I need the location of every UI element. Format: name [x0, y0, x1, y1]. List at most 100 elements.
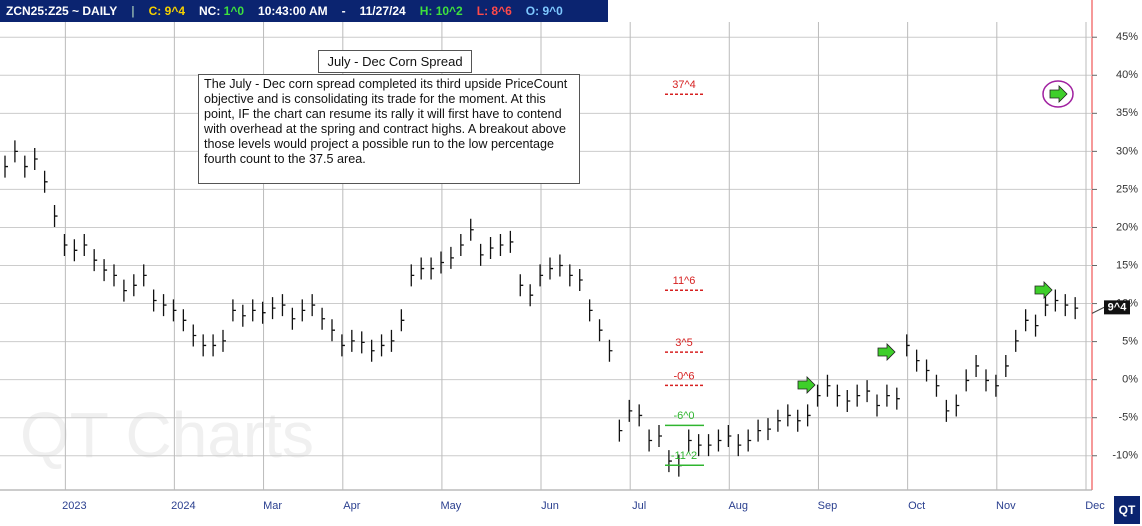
price-bar: [321, 307, 326, 330]
price-bar: [806, 404, 811, 427]
price-bar: [24, 155, 28, 178]
x-tick-label: Sep: [818, 500, 838, 512]
open-label: O:: [525, 4, 540, 18]
price-bar: [73, 239, 78, 262]
price-bar: [975, 354, 980, 377]
price-bar: [202, 334, 207, 357]
separator: |: [131, 4, 135, 18]
price-bar: [63, 233, 68, 256]
price-bar: [509, 230, 514, 253]
price-bar: [559, 254, 563, 277]
price-bar: [34, 147, 38, 170]
high-value: 10^2: [435, 4, 463, 18]
y-tick-label: 0%: [1122, 374, 1138, 386]
close: C: 9^4: [149, 4, 185, 18]
y-tick-label: 45%: [1116, 31, 1138, 43]
price-bar: [846, 389, 851, 412]
price-bar: [281, 294, 286, 317]
level-label: 37^4: [672, 79, 696, 91]
price-bar: [866, 380, 871, 403]
price-bar: [638, 404, 643, 427]
level-label: -6^0: [673, 410, 694, 422]
price-bar: [261, 301, 266, 324]
date: 11/27/24: [359, 4, 406, 18]
watermark: QT Charts: [20, 399, 314, 471]
price-bar: [440, 251, 444, 274]
price-bar: [539, 264, 544, 287]
price-bar: [351, 329, 355, 352]
y-tick-label: -10%: [1112, 450, 1138, 462]
price-bar: [896, 387, 900, 410]
price-bar: [826, 374, 831, 397]
price-bar: [876, 394, 880, 417]
price-bar: [400, 309, 405, 332]
price-bar: [787, 404, 791, 427]
x-tick-label: 2024: [171, 500, 195, 512]
price-bar: [152, 289, 157, 312]
price-bar: [182, 309, 187, 332]
logo: QT: [1119, 503, 1136, 517]
y-tick-label: -5%: [1118, 412, 1138, 424]
y-tick-label: 25%: [1116, 183, 1138, 195]
signal-arrows: [797, 85, 1068, 394]
price-bar: [222, 329, 226, 352]
y-tick-label: 20%: [1116, 221, 1138, 233]
price-bar: [836, 384, 841, 407]
price-bar: [479, 243, 484, 266]
price-bar: [143, 264, 147, 287]
price-bar: [252, 299, 256, 322]
price-bar: [648, 429, 653, 452]
open-value: 9^0: [542, 4, 563, 18]
price-bar: [271, 297, 276, 320]
price-bar: [410, 264, 415, 287]
x-tick-label: Nov: [996, 500, 1016, 512]
x-tick-label: Aug: [728, 500, 748, 512]
price-bar: [955, 394, 960, 417]
low: L: 8^6: [477, 4, 512, 18]
price-bar: [53, 205, 58, 228]
price-bar: [489, 237, 494, 260]
net-value: 1^0: [223, 4, 245, 18]
price-bar: [83, 233, 88, 256]
y-tick-label: 5%: [1122, 336, 1138, 348]
price-bar: [1044, 294, 1049, 317]
price-bar: [420, 257, 425, 280]
price-bar: [717, 429, 722, 452]
highlight-circle: [1042, 80, 1074, 108]
price-bar: [232, 299, 236, 322]
price-bar: [886, 384, 890, 407]
open: O: 9^0: [526, 4, 563, 18]
x-tick-label: Mar: [263, 500, 282, 512]
price-bar: [1005, 354, 1009, 377]
price-bar: [113, 264, 117, 287]
price-bar: [658, 424, 662, 447]
low-label: L:: [476, 4, 489, 18]
price-bar: [608, 339, 613, 362]
price-bar: [737, 434, 742, 457]
price-bar: [549, 257, 553, 280]
chart-title: July - Dec Corn Spread: [318, 50, 472, 73]
price-bar: [777, 409, 781, 432]
price-bar: [93, 249, 98, 272]
price-bar: [995, 374, 999, 397]
high-label: H:: [419, 4, 433, 18]
price-bar: [579, 268, 583, 291]
level-label: -11^2: [671, 450, 697, 462]
x-tick-label: Jun: [541, 500, 559, 512]
price-bar: [965, 369, 970, 392]
level-label: 11^6: [673, 275, 696, 287]
level-label: 3^5: [675, 337, 692, 349]
x-tick-label: Oct: [908, 500, 925, 512]
y-tick-label: 35%: [1116, 107, 1138, 119]
price-bar: [192, 324, 197, 347]
x-tick-label: Dec: [1085, 500, 1105, 512]
price-bar: [430, 257, 435, 280]
price-bar: [945, 399, 950, 422]
x-tick-label: 2023: [62, 500, 86, 512]
price-bar: [668, 450, 672, 473]
price-bar: [797, 409, 801, 432]
price-bar: [291, 307, 296, 330]
y-tick-label: 40%: [1116, 69, 1138, 81]
price-bar: [4, 155, 8, 178]
